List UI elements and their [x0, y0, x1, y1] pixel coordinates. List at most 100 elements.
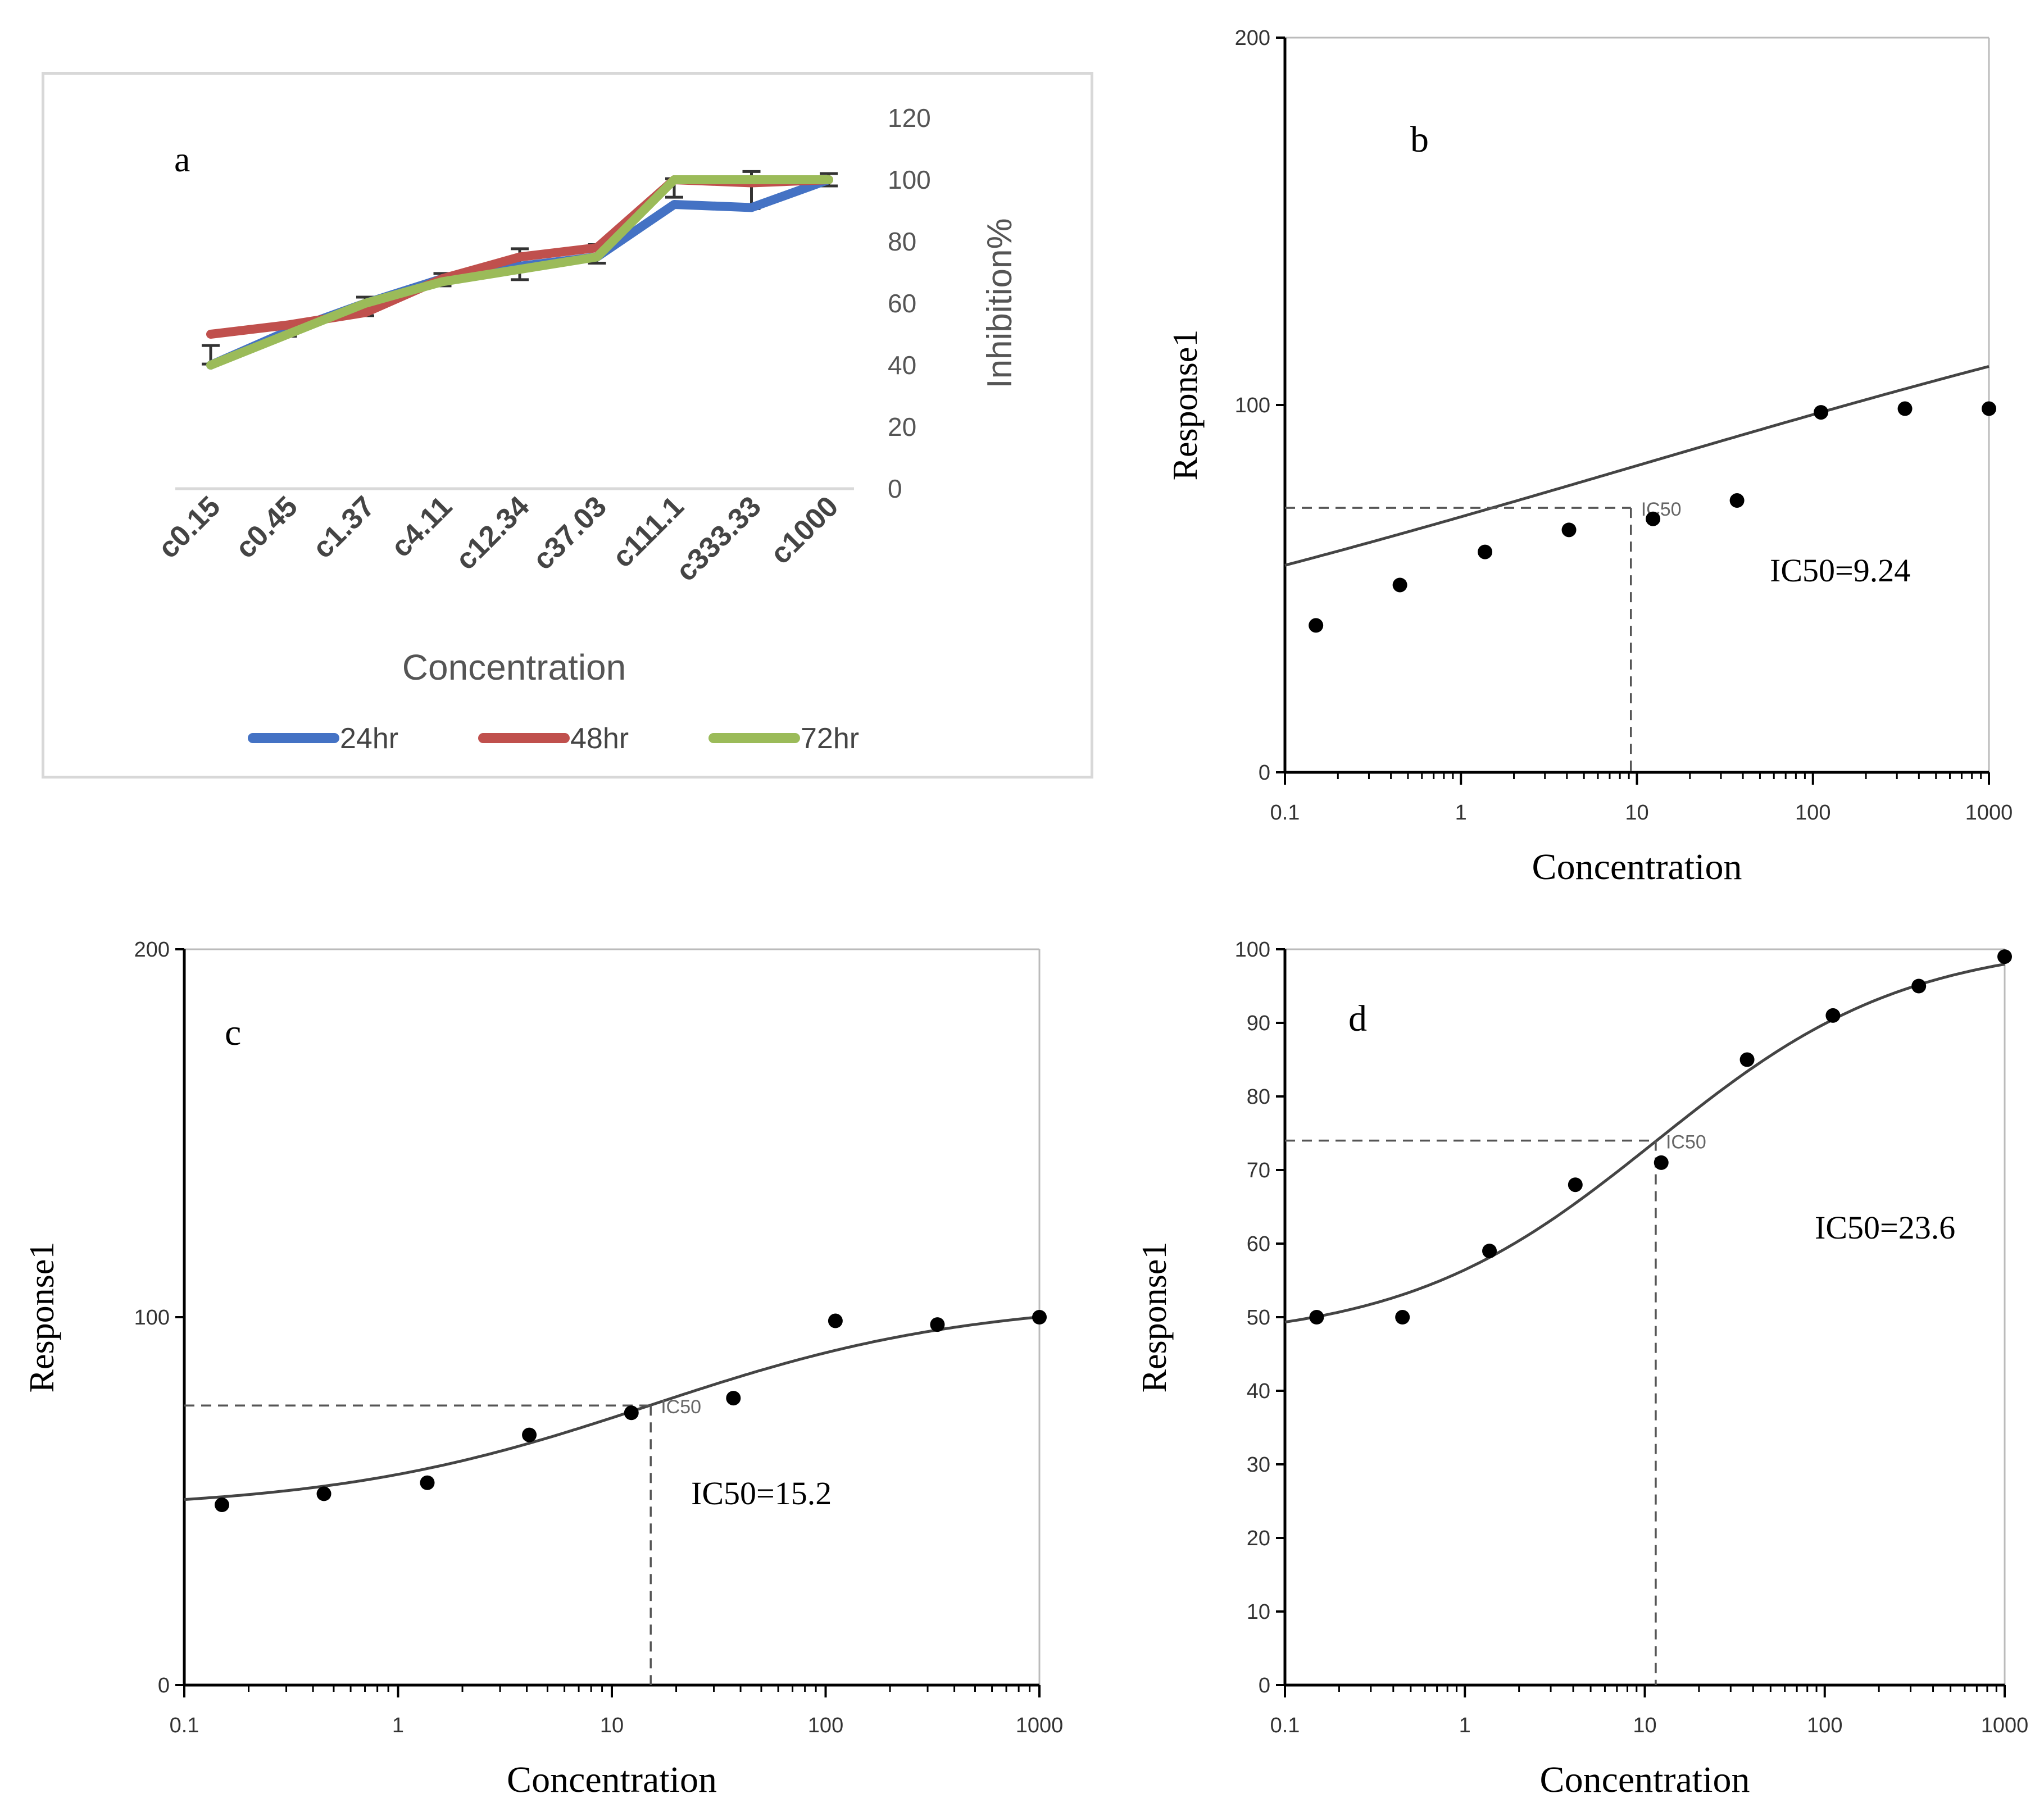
- x-tick-label: c0.45: [229, 490, 304, 565]
- data-point: [726, 1391, 741, 1405]
- fit-curve: [1285, 964, 2005, 1322]
- y-tick-label: 100: [1235, 938, 1270, 962]
- x-tick-label: c333.33: [670, 490, 767, 588]
- data-point: [1395, 1310, 1410, 1324]
- data-point: [522, 1428, 537, 1442]
- data-point: [1997, 949, 2012, 964]
- ic50-annotation: IC50=9.24: [1770, 552, 1910, 589]
- panel-label: c: [225, 1012, 241, 1053]
- x-axis-title: Concentration: [1540, 1759, 1750, 1798]
- x-tick-label: 10: [1625, 801, 1648, 825]
- y-tick-label: 0: [888, 474, 902, 503]
- y-tick-label: 40: [888, 351, 916, 380]
- data-point: [1562, 522, 1577, 537]
- data-point: [1393, 577, 1407, 592]
- ic50-annotation: IC50=23.6: [1815, 1209, 1955, 1246]
- x-tick-label: 0.1: [170, 1714, 199, 1737]
- y-tick-label: 200: [1235, 26, 1270, 50]
- panel-b-chart: 0 100 200 0.1 1 10 100 1000 Concentration Respons…: [1166, 26, 2013, 887]
- y-tick-label: 40: [1247, 1380, 1270, 1403]
- x-tick-label: 1000: [1016, 1714, 1064, 1737]
- y-tick-label: 200: [134, 938, 170, 962]
- data-point: [1898, 402, 1913, 416]
- panel-a-chart: 0 20 40 60 80 100 120 Inhibition% c0.15 c0.45 c1.3…: [152, 103, 1019, 755]
- y-axis-title: Response1: [23, 1242, 61, 1393]
- ic50-marker-label: IC50: [661, 1396, 701, 1418]
- data-point: [930, 1317, 944, 1332]
- x-tick-label: 100: [1795, 801, 1830, 825]
- y-axis-title: Inhibition%: [980, 218, 1019, 388]
- y-tick-label: 30: [1247, 1453, 1270, 1477]
- y-tick-label: 100: [134, 1306, 170, 1330]
- data-point: [1478, 545, 1492, 559]
- x-tick-label: 1000: [1981, 1714, 2029, 1737]
- panel-label: a: [174, 139, 190, 179]
- y-tick-label: 100: [1235, 394, 1270, 417]
- fit-curve: [184, 1317, 1039, 1500]
- x-tick-label: 10: [1633, 1714, 1656, 1737]
- x-tick-label: 0.1: [1270, 801, 1300, 825]
- figure-canvas: 020406080100120Inhibition%c0.15 c0.45 c1.3…: [0, 0, 2044, 1798]
- y-tick-label: 20: [1247, 1527, 1270, 1550]
- x-tick-label: 10: [600, 1714, 624, 1737]
- x-tick-label: 1: [1459, 1714, 1471, 1737]
- panel-c-chart: 0 100 200 0.1 1 10 100 1000 Concentration Respons…: [23, 938, 1063, 1798]
- data-point: [1740, 1053, 1755, 1067]
- x-axis-title: Concentration: [402, 647, 626, 688]
- y-tick-label: 80: [1247, 1085, 1270, 1109]
- y-tick-label: 60: [1247, 1232, 1270, 1256]
- ic50-marker-label: IC50: [1666, 1132, 1706, 1153]
- x-tick-label: 1000: [1965, 801, 2013, 825]
- data-point: [1032, 1310, 1047, 1324]
- data-point: [1825, 1008, 1840, 1023]
- y-axis-title: Response1: [1135, 1242, 1174, 1393]
- y-tick-label: 20: [888, 412, 916, 441]
- data-point: [1646, 512, 1660, 526]
- x-tick-label: c12.34: [449, 490, 536, 576]
- x-tick-label: 0.1: [1270, 1714, 1300, 1737]
- data-point: [1482, 1244, 1497, 1258]
- data-point: [1911, 979, 1926, 994]
- legend-label: 48hr: [570, 722, 629, 755]
- y-tick-label: 50: [1247, 1306, 1270, 1330]
- data-point: [1309, 618, 1323, 632]
- y-tick-label: 120: [888, 103, 931, 133]
- legend-label: 24hr: [340, 722, 398, 755]
- y-tick-label: 0: [1259, 1674, 1270, 1697]
- x-tick-label: 100: [808, 1714, 843, 1737]
- x-tick-label: 100: [1807, 1714, 1842, 1737]
- x-axis-title: Concentration: [1532, 846, 1742, 887]
- y-tick-label: 0: [1259, 761, 1270, 785]
- x-tick-label: c0.15: [152, 490, 226, 565]
- x-tick-label: c1.37: [306, 490, 381, 565]
- panel-label: d: [1348, 998, 1367, 1039]
- fit-curve: [1285, 366, 1989, 565]
- panel-d-chart: 0 10 20 30 40 50 60 70 80 90 100 0.1 1 10 100 1000 Conce…: [1135, 938, 2028, 1798]
- data-point: [828, 1314, 843, 1328]
- y-axis-title: Response1: [1166, 330, 1205, 481]
- data-point: [1568, 1177, 1583, 1192]
- y-tick-label: 0: [158, 1674, 170, 1697]
- x-axis-title: Concentration: [507, 1759, 717, 1798]
- legend-label: 72hr: [801, 722, 859, 755]
- y-tick-label: 80: [888, 227, 916, 256]
- data-point: [1654, 1155, 1669, 1170]
- x-tick-label: c37.03: [527, 490, 613, 576]
- data-point: [420, 1476, 435, 1490]
- x-tick-label: 1: [392, 1714, 404, 1737]
- x-tick-label: 1: [1455, 801, 1467, 825]
- y-tick-label: 90: [1247, 1012, 1270, 1035]
- data-point: [215, 1497, 229, 1512]
- data-point: [624, 1405, 639, 1420]
- y-tick-label: 100: [888, 165, 931, 194]
- data-point: [317, 1486, 331, 1501]
- panel-label: b: [1410, 119, 1429, 160]
- y-tick-label: 10: [1247, 1600, 1270, 1624]
- x-tick-label: c4.11: [385, 490, 458, 563]
- y-tick-label: 70: [1247, 1159, 1270, 1182]
- data-point: [1309, 1310, 1324, 1324]
- y-tick-label: 60: [888, 289, 916, 318]
- data-point: [1814, 405, 1828, 420]
- ic50-annotation: IC50=15.2: [691, 1475, 832, 1512]
- x-tick-label: c1000: [764, 490, 844, 570]
